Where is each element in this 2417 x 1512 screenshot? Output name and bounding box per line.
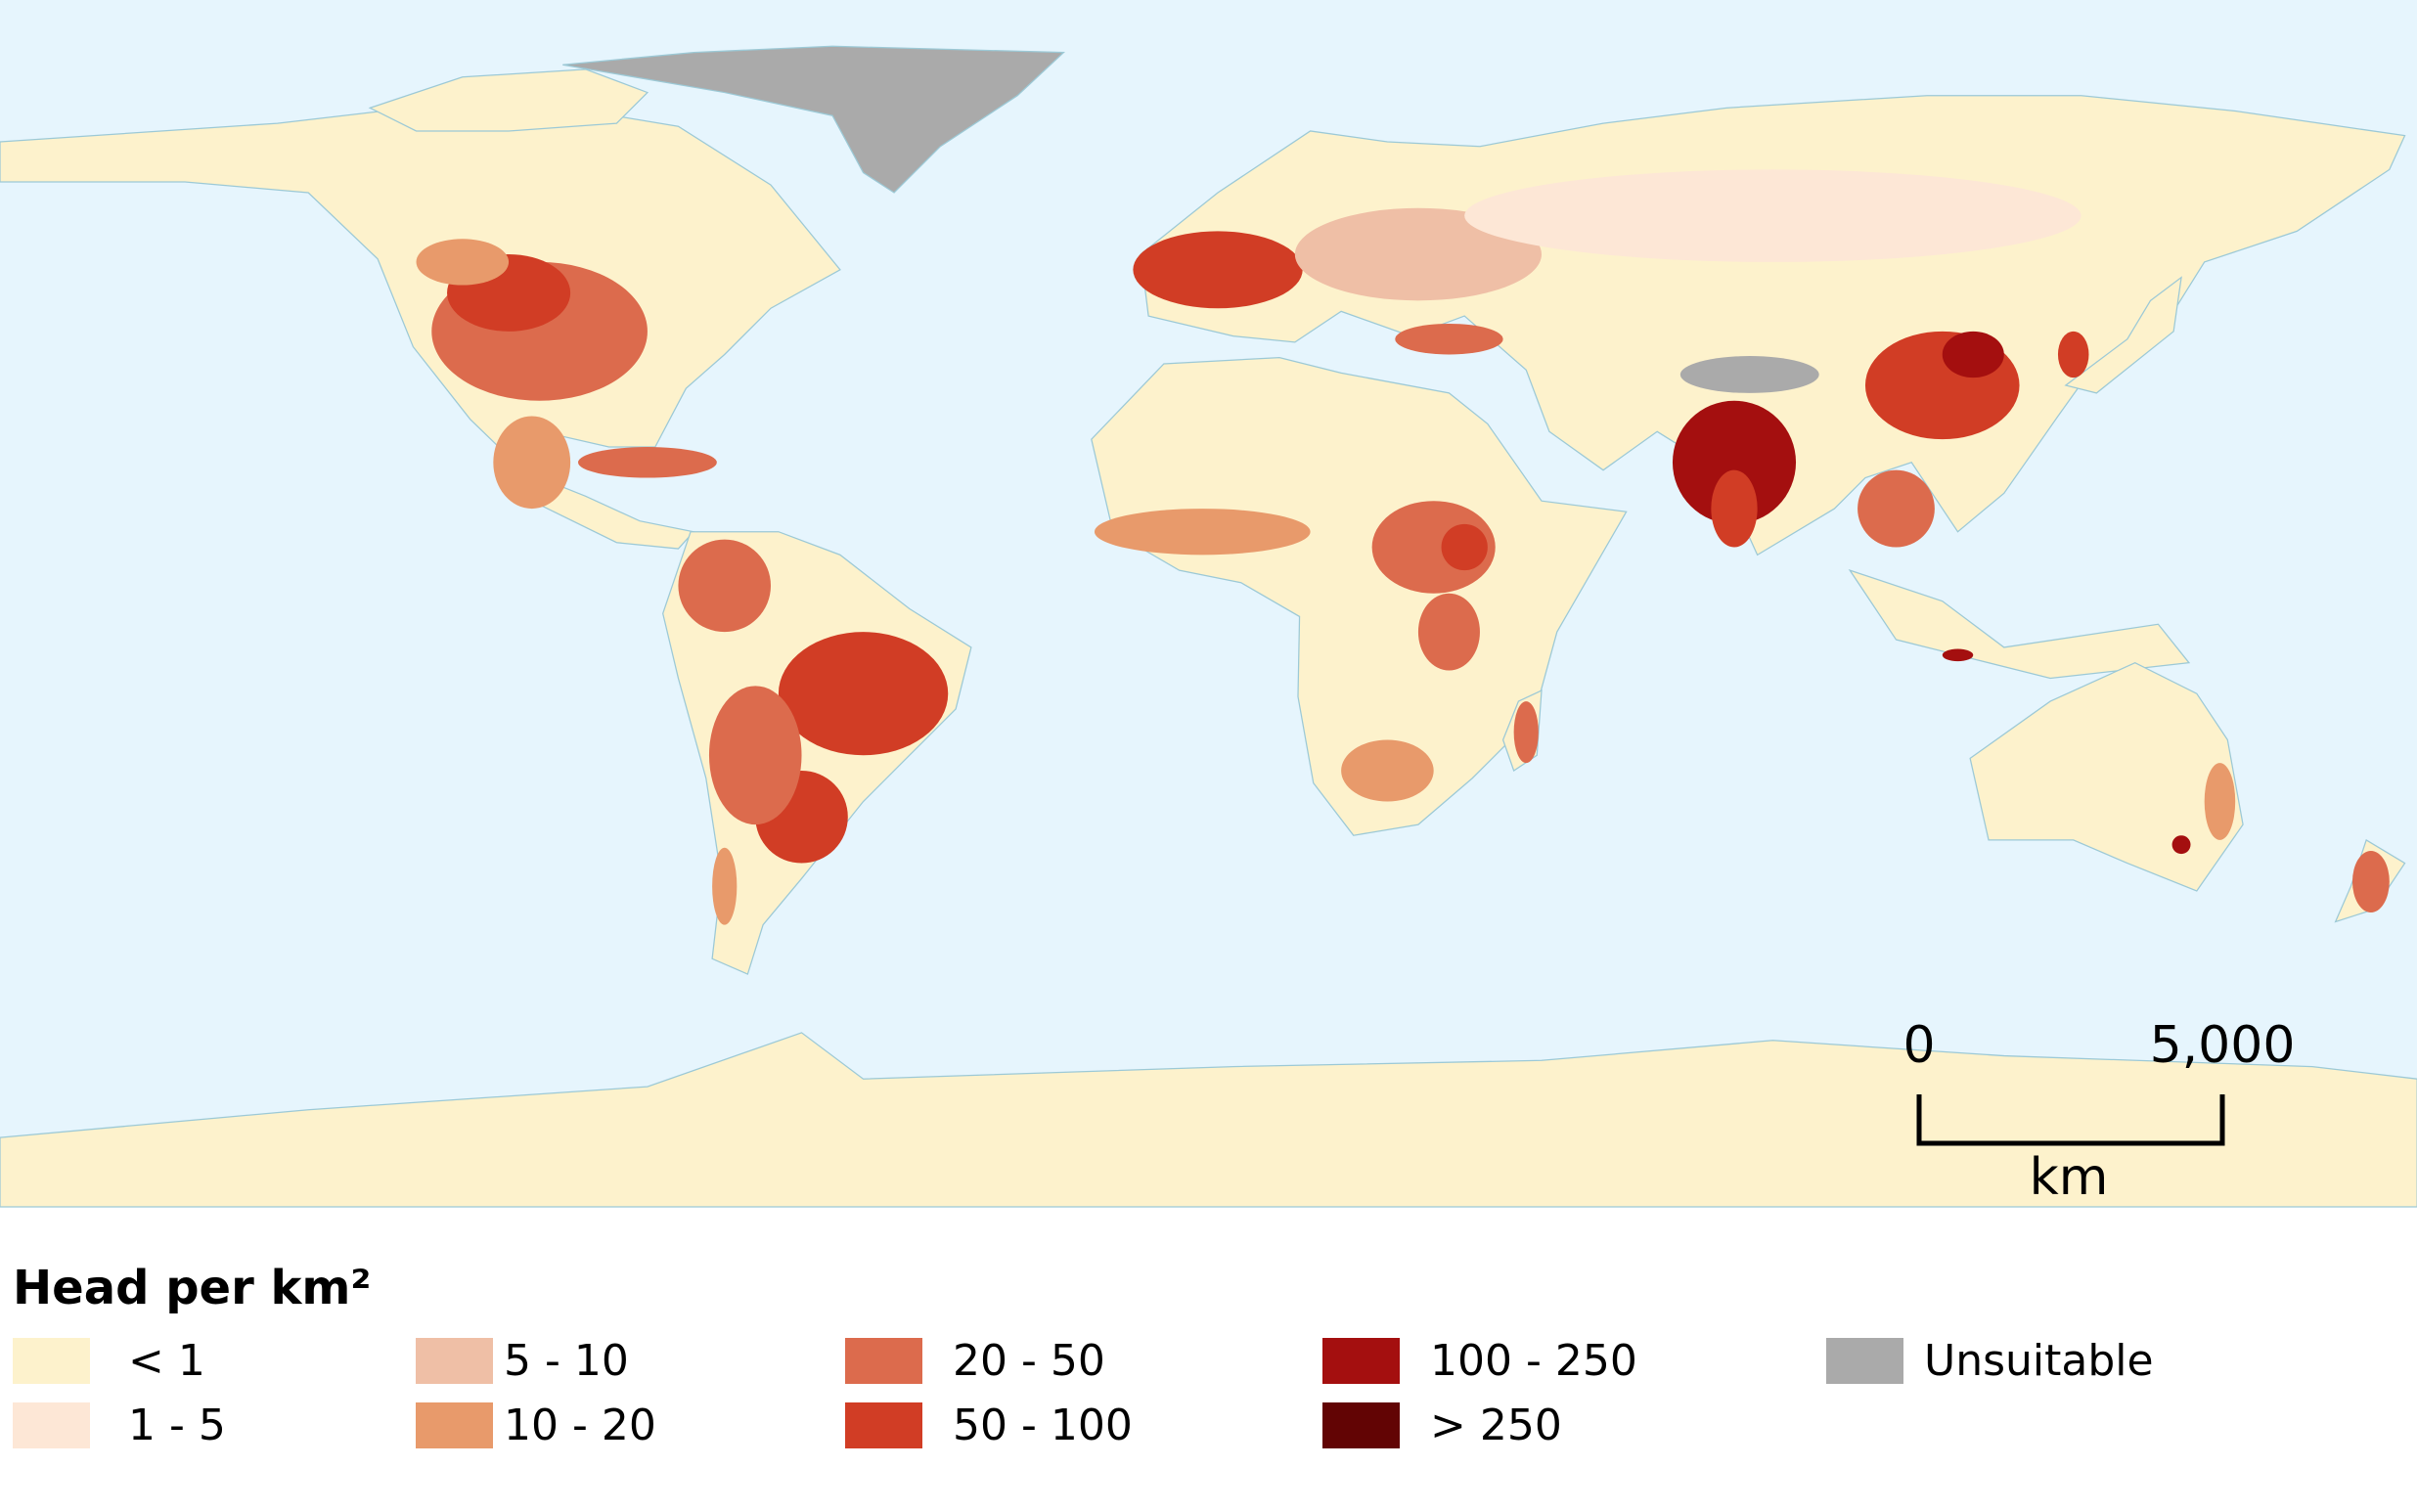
legend-label: Unsuitable [1924, 1336, 2154, 1386]
density-patch [1672, 400, 1797, 524]
density-patch [1417, 593, 1480, 671]
japan [2064, 276, 2182, 394]
legend-label: > 250 [1430, 1401, 1562, 1450]
legend-swatch [845, 1402, 922, 1448]
scale-unit: km [2030, 1148, 2109, 1207]
density-patch [1441, 523, 1488, 571]
legend-swatch [1322, 1402, 1400, 1448]
density-patch [1942, 648, 1974, 662]
legend: < 1 1 - 5 5 - 10 10 - 20 20 - 50 50 - 100 100 … [13, 1336, 2154, 1450]
legend-label: 1 - 5 [128, 1401, 226, 1450]
legend-swatch [1322, 1338, 1400, 1384]
density-patch [1513, 701, 1539, 764]
legend-label: 5 - 10 [504, 1336, 629, 1386]
australia [1969, 661, 2244, 892]
eurasia [1140, 95, 2406, 556]
density-patch [708, 686, 802, 825]
density-patch [778, 632, 949, 756]
legend-label: < 1 [128, 1336, 205, 1386]
density-patch [678, 539, 771, 633]
legend-swatch [13, 1402, 90, 1448]
legend-label: 50 - 100 [953, 1401, 1133, 1450]
scale-bar: 0 5,000 km [1902, 1016, 2295, 1207]
density-patch [1858, 469, 1935, 548]
density-patch [1294, 207, 1542, 301]
density-patch [2057, 331, 2089, 378]
density-patch [2204, 763, 2236, 840]
legend-swatch [1826, 1338, 1903, 1384]
density-patch [1464, 169, 2081, 262]
legend-swatch [845, 1338, 922, 1384]
density-patch [1341, 739, 1434, 802]
africa [1091, 356, 1628, 836]
density-patch [712, 847, 738, 925]
indonesia [1848, 568, 2191, 680]
density-patches [416, 169, 2390, 925]
legend-label: 10 - 20 [504, 1401, 656, 1450]
scale-start: 0 [1902, 1016, 1935, 1075]
arctic-islands [368, 68, 649, 132]
density-patch [2171, 835, 2191, 855]
density-patch [1395, 323, 1503, 355]
legend-swatch [13, 1338, 90, 1384]
scale-end: 5,000 [2150, 1016, 2296, 1075]
density-patch [1711, 469, 1758, 548]
unsuitable-patch [1679, 356, 1819, 393]
density-patch [493, 416, 571, 510]
density-patch [2351, 850, 2390, 912]
density-patch [578, 447, 717, 478]
legend-label: 100 - 250 [1430, 1336, 1637, 1386]
greenland [562, 45, 1065, 194]
legend-label: 20 - 50 [953, 1336, 1105, 1386]
density-patch [1094, 509, 1311, 556]
density-patch [416, 239, 510, 286]
legend-title: Head per km² [13, 1261, 371, 1315]
density-patch [1133, 231, 1303, 309]
scale-bar-line [1916, 1094, 2225, 1146]
legend-swatch [416, 1402, 493, 1448]
antarctica [0, 1032, 2417, 1208]
density-patch [1942, 331, 2004, 378]
legend-swatch [416, 1338, 493, 1384]
